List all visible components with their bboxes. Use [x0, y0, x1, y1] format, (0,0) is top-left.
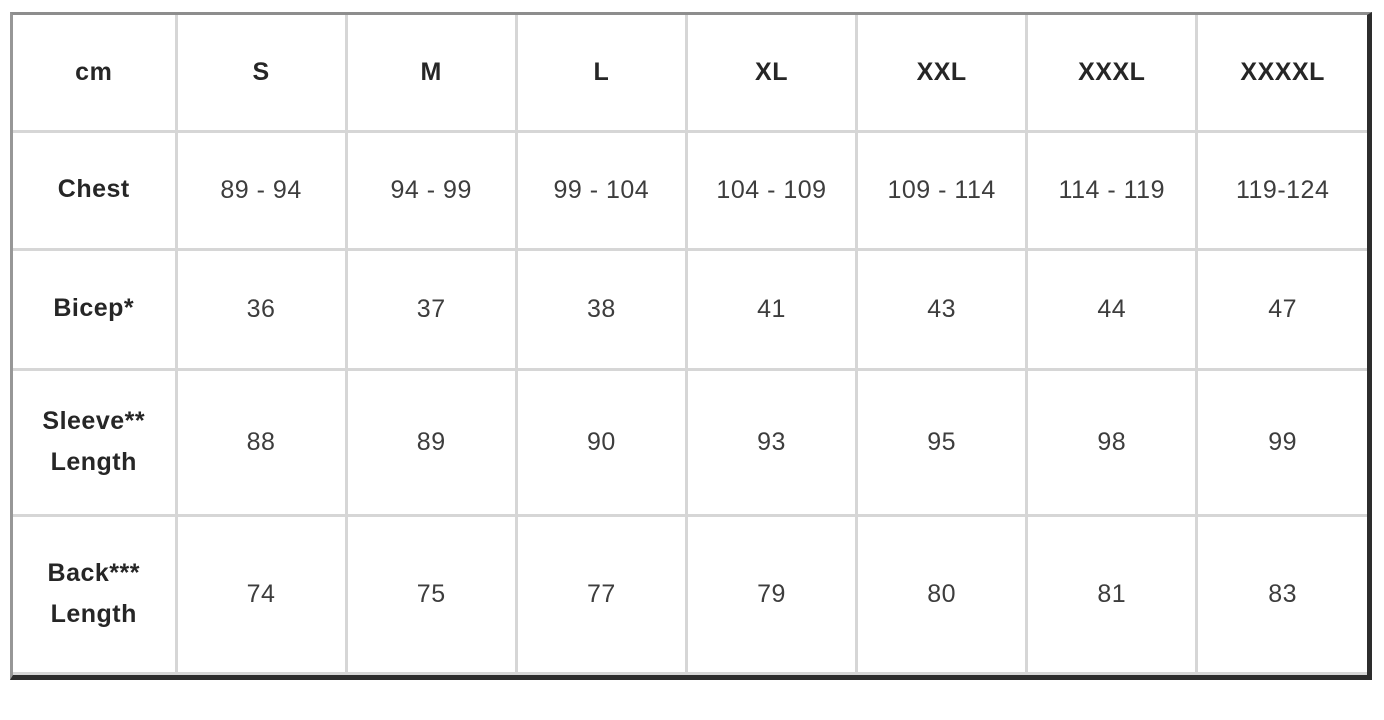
table-cell: 44 — [1025, 247, 1199, 371]
table-cell: 119-124 — [1195, 129, 1367, 251]
row-label: Bicep* — [13, 247, 178, 371]
table-cell: 99 — [1195, 367, 1367, 517]
table-cell: 81 — [1025, 513, 1199, 675]
row-label: Chest — [13, 131, 178, 251]
table-cell: 79 — [684, 513, 859, 675]
table-cell: 93 — [684, 367, 859, 517]
row-label: Sleeve** Length — [13, 367, 178, 517]
table-row: Sleeve** Length 88 89 90 93 95 98 99 — [13, 367, 1367, 517]
size-column-header: XXXL — [1025, 15, 1199, 133]
size-column-header: XXXXL — [1195, 15, 1367, 133]
table-cell: 47 — [1195, 247, 1367, 371]
table-cell: 80 — [855, 513, 1029, 675]
table-cell: 41 — [684, 247, 859, 371]
size-column-header: XXL — [855, 15, 1029, 133]
size-column-header: S — [174, 15, 348, 133]
table-cell: 89 - 94 — [174, 129, 348, 251]
size-column-header: L — [514, 15, 688, 133]
size-column-header: XL — [684, 15, 859, 133]
table-cell: 104 - 109 — [684, 129, 859, 251]
table-cell: 109 - 114 — [855, 129, 1029, 251]
table-cell: 99 - 104 — [514, 129, 688, 251]
table-cell: 74 — [174, 513, 348, 675]
size-chart-body: Chest 89 - 94 94 - 99 99 - 104 104 - 109 109 … — [13, 129, 1367, 675]
table-cell: 114 - 119 — [1025, 129, 1199, 251]
table-cell: 37 — [344, 247, 518, 371]
table-cell: 75 — [344, 513, 518, 675]
table-row: Bicep* 36 37 38 41 43 44 47 — [13, 247, 1367, 371]
table-row: Chest 89 - 94 94 - 99 99 - 104 104 - 109 109 … — [13, 129, 1367, 251]
table-cell: 95 — [855, 367, 1029, 517]
table-cell: 38 — [514, 247, 688, 371]
header-row: cm S M L XL XXL XXXL XXXXL — [13, 15, 1367, 133]
size-chart-table: cm S M L XL XXL XXXL XXXXL Chest 89 - 94 94 - 99 9… — [13, 15, 1367, 675]
table-cell: 77 — [514, 513, 688, 675]
table-cell: 89 — [344, 367, 518, 517]
table-row: Back*** Length 74 75 77 79 80 81 83 — [13, 513, 1367, 675]
table-cell: 90 — [514, 367, 688, 517]
table-cell: 88 — [174, 367, 348, 517]
size-column-header: M — [344, 15, 518, 133]
row-label: Back*** Length — [13, 513, 178, 675]
table-cell: 94 - 99 — [344, 129, 518, 251]
table-cell: 98 — [1025, 367, 1199, 517]
table-cell: 83 — [1195, 513, 1367, 675]
unit-header-cell: cm — [13, 15, 178, 133]
table-cell: 36 — [174, 247, 348, 371]
table-cell: 43 — [855, 247, 1029, 371]
size-chart-container: cm S M L XL XXL XXXL XXXXL Chest 89 - 94 94 - 99 9… — [10, 12, 1372, 680]
